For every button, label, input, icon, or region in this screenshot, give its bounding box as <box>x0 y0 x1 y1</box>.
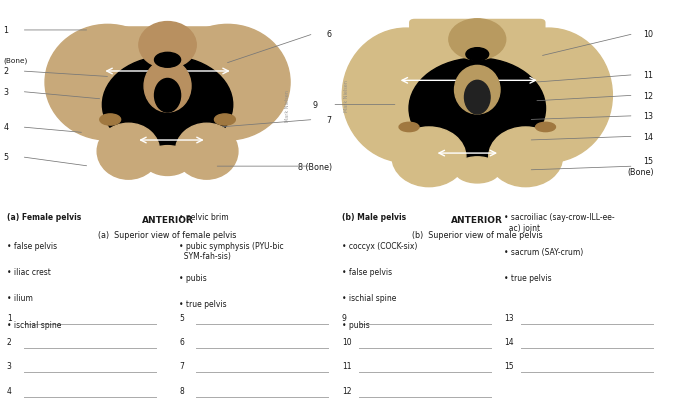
Ellipse shape <box>215 115 236 126</box>
Text: 9: 9 <box>313 101 318 110</box>
Text: 11: 11 <box>644 71 653 80</box>
Text: • pelvic brim: • pelvic brim <box>179 213 229 222</box>
Text: • coccyx (COCK-six): • coccyx (COCK-six) <box>342 241 417 250</box>
Text: • sacroiliac (say-crow-ILL-ee-
  ac) joint: • sacroiliac (say-crow-ILL-ee- ac) joint <box>504 213 615 232</box>
Text: (Bone): (Bone) <box>3 57 28 64</box>
Text: 5: 5 <box>3 153 9 162</box>
Text: 10: 10 <box>342 337 351 346</box>
Text: 4: 4 <box>7 386 12 395</box>
Ellipse shape <box>409 59 546 159</box>
Ellipse shape <box>175 124 238 180</box>
Text: • ilium: • ilium <box>7 294 32 303</box>
Text: 5: 5 <box>179 313 184 322</box>
Text: 13: 13 <box>504 313 514 322</box>
Text: 6: 6 <box>179 337 184 346</box>
Text: 3: 3 <box>7 362 12 371</box>
Text: • iliac crest: • iliac crest <box>7 267 51 276</box>
Text: (b) Male pelvis: (b) Male pelvis <box>342 213 406 222</box>
Text: 1: 1 <box>7 313 12 322</box>
Text: • ischial spine: • ischial spine <box>342 294 396 303</box>
Text: 15: 15 <box>504 362 514 371</box>
Ellipse shape <box>154 53 181 68</box>
Text: • ischial spine: • ischial spine <box>7 320 61 329</box>
Text: 10: 10 <box>644 30 653 39</box>
Text: 7: 7 <box>179 362 184 371</box>
Text: 8: 8 <box>179 386 184 395</box>
Ellipse shape <box>97 124 160 180</box>
Ellipse shape <box>454 66 500 115</box>
Ellipse shape <box>45 25 170 141</box>
Ellipse shape <box>165 25 290 141</box>
Text: 6: 6 <box>327 30 332 39</box>
Ellipse shape <box>154 79 181 113</box>
Text: 3: 3 <box>3 88 8 97</box>
Ellipse shape <box>144 146 191 176</box>
Ellipse shape <box>392 128 466 187</box>
Text: 7: 7 <box>326 116 332 125</box>
Text: • false pelvis: • false pelvis <box>7 241 57 250</box>
Ellipse shape <box>102 57 233 154</box>
Text: 12: 12 <box>342 386 351 395</box>
Text: 14: 14 <box>504 337 514 346</box>
Text: 2: 2 <box>7 337 12 346</box>
Text: 14: 14 <box>644 133 653 142</box>
Text: 13: 13 <box>644 112 653 121</box>
Ellipse shape <box>100 115 121 126</box>
Text: 9: 9 <box>342 313 347 322</box>
Text: ANTERIOR: ANTERIOR <box>141 215 194 224</box>
Text: 2: 2 <box>3 67 9 76</box>
Ellipse shape <box>454 157 500 184</box>
FancyBboxPatch shape <box>115 27 219 72</box>
FancyBboxPatch shape <box>409 20 546 68</box>
Text: 12: 12 <box>643 92 653 101</box>
Ellipse shape <box>464 81 490 115</box>
Text: Mark Nielsen: Mark Nielsen <box>285 90 290 121</box>
Ellipse shape <box>399 123 419 132</box>
Text: 1: 1 <box>3 27 8 35</box>
Ellipse shape <box>449 20 506 61</box>
Text: 4: 4 <box>3 123 8 132</box>
Ellipse shape <box>489 128 563 187</box>
Text: • pubis: • pubis <box>342 320 370 329</box>
Ellipse shape <box>343 29 471 163</box>
Text: • true pelvis: • true pelvis <box>179 300 227 309</box>
Text: • pubic symphysis (PYU-bic
  SYM-fah-sis): • pubic symphysis (PYU-bic SYM-fah-sis) <box>179 241 284 260</box>
Text: (a)  Superior view of female pelvis: (a) Superior view of female pelvis <box>98 230 237 239</box>
Text: • sacrum (SAY-crum): • sacrum (SAY-crum) <box>504 247 584 256</box>
Ellipse shape <box>466 49 489 62</box>
Text: • pubis: • pubis <box>179 273 207 282</box>
Text: (a) Female pelvis: (a) Female pelvis <box>7 213 81 222</box>
Text: • false pelvis: • false pelvis <box>342 267 392 276</box>
Text: 8 (Bone): 8 (Bone) <box>298 162 332 171</box>
Ellipse shape <box>144 61 191 113</box>
Ellipse shape <box>536 123 556 132</box>
Text: • true pelvis: • true pelvis <box>504 273 552 282</box>
Ellipse shape <box>139 22 196 69</box>
Text: (b)  Superior view of male pelvis: (b) Superior view of male pelvis <box>412 230 542 239</box>
Text: Mark Nielsen: Mark Nielsen <box>344 80 349 112</box>
Ellipse shape <box>485 29 613 163</box>
Text: 11: 11 <box>342 362 351 371</box>
Text: 15
(Bone): 15 (Bone) <box>627 157 653 176</box>
Text: ANTERIOR: ANTERIOR <box>452 215 503 224</box>
